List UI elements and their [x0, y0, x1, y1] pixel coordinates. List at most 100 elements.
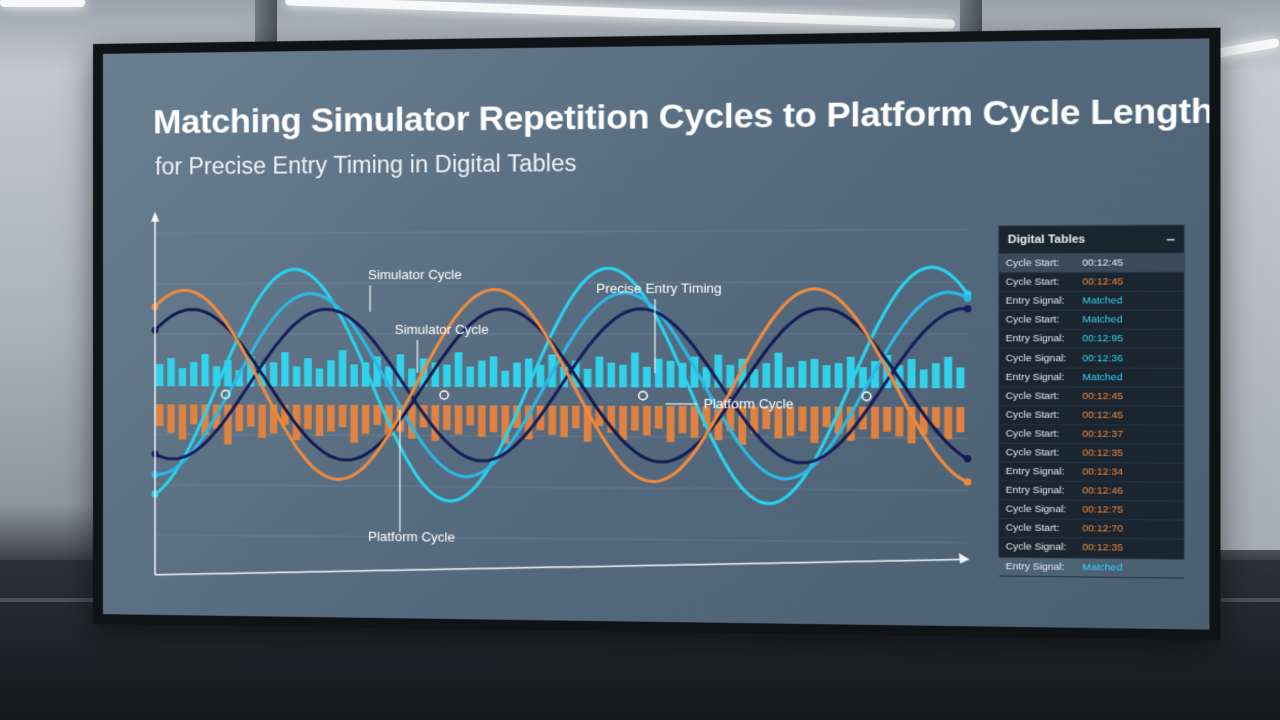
row-value: Matched [1082, 561, 1122, 573]
platform-bar [871, 407, 879, 439]
simulator-bar [920, 369, 928, 388]
platform-bar [883, 407, 891, 432]
simulator-bar [443, 365, 451, 387]
table-row[interactable]: Entry Signal: Matched [999, 557, 1184, 578]
x-axis [155, 551, 968, 585]
row-label: Cycle Start: [1006, 409, 1078, 421]
platform-bar [490, 405, 498, 432]
annotation-label: Simulator Cycle [368, 267, 462, 283]
table-row[interactable]: Cycle Signal: 00:12:35 [999, 538, 1184, 559]
table-row[interactable]: Cycle Start: Matched [999, 311, 1184, 330]
row-label: Cycle Start: [1006, 390, 1078, 402]
simulator-bar [811, 359, 819, 388]
row-value: 00:12:95 [1082, 333, 1123, 345]
ceiling-light [0, 0, 85, 7]
table-row[interactable]: Cycle Start: 00:12:37 [999, 425, 1184, 445]
grid-line [155, 535, 968, 543]
row-label: Cycle Start: [1006, 428, 1078, 440]
table-row[interactable]: Entry Signal: 00:12:95 [999, 330, 1184, 349]
row-value: 00:12:35 [1082, 542, 1123, 554]
simulator-bar [270, 362, 277, 386]
simulator-bar [607, 363, 615, 388]
platform-bar [679, 406, 687, 433]
simulator-bar [835, 363, 843, 388]
monitor-screen: Matching Simulator Repetition Cycles to … [103, 38, 1209, 629]
x-axis-arrow [959, 553, 970, 564]
simulator-bar [944, 357, 952, 388]
platform-bar [811, 407, 819, 444]
simulator-bar [655, 359, 663, 388]
row-value: 00:12:45 [1082, 276, 1123, 288]
collapse-icon[interactable]: – [1166, 231, 1175, 248]
row-label: Entry Signal: [1006, 485, 1078, 497]
row-label: Cycle Signal: [1006, 352, 1078, 364]
simulator-bar [350, 364, 358, 386]
simulator-bar [339, 350, 346, 386]
row-value: 00:12:36 [1082, 352, 1123, 364]
simulator-bar [327, 360, 334, 386]
row-value: 00:12:45 [1082, 257, 1123, 269]
monitor: Matching Simulator Repetition Cycles to … [93, 28, 1221, 641]
platform-bar [339, 405, 346, 427]
platform-bar [179, 404, 186, 439]
table-row[interactable]: Entry Signal: Matched [999, 292, 1184, 311]
simulator-bar [956, 367, 964, 388]
row-label: Entry Signal: [1006, 560, 1078, 572]
table-row[interactable]: Cycle Signal: 00:12:36 [999, 349, 1184, 368]
platform-bar [431, 405, 439, 441]
simulator-bar [490, 356, 498, 387]
simulator-bar [762, 363, 770, 388]
platform-bar [823, 407, 831, 428]
row-value: 00:12:46 [1082, 485, 1123, 497]
platform-bar [895, 407, 903, 437]
platform-bar [373, 405, 381, 425]
table-row[interactable]: Cycle Start: 00:12:45 [999, 406, 1184, 426]
row-label: Cycle Start: [1006, 523, 1078, 535]
panel-title: Digital Tables [1008, 233, 1085, 246]
platform-bar [631, 406, 639, 431]
simulator-bar [156, 364, 163, 386]
table-row[interactable]: Entry Signal: 00:12:46 [999, 482, 1184, 502]
table-row[interactable]: Cycle Start: 00:12:70 [999, 519, 1184, 540]
row-label: Cycle Signal: [1006, 541, 1078, 553]
simulator-bar [466, 367, 474, 387]
row-label: Cycle Start: [1006, 276, 1078, 288]
row-label: Entry Signal: [1006, 295, 1078, 307]
platform-bar [572, 406, 580, 429]
row-label: Cycle Signal: [1006, 504, 1078, 516]
series-endpoint [964, 295, 972, 302]
platform-bar [167, 404, 174, 433]
cycle-crossing-marker [440, 391, 448, 399]
platform-bar [455, 405, 463, 434]
platform-bar [258, 405, 265, 438]
simulator-bar [798, 361, 806, 388]
row-value: 00:12:45 [1082, 409, 1123, 421]
table-row[interactable]: Cycle Start: 00:12:45 [999, 387, 1184, 407]
simulator-bar [293, 366, 300, 386]
annotation-label: Simulator Cycle [395, 322, 489, 337]
simulator-bar [786, 367, 794, 388]
platform-bar [327, 405, 334, 432]
platform-bar [304, 405, 311, 429]
simulator-bar [478, 361, 486, 388]
platform-bar [560, 406, 568, 438]
table-row[interactable]: Entry Signal: Matched [999, 368, 1184, 387]
platform-bar [667, 406, 675, 442]
simulator-bar [501, 371, 509, 387]
annotation-label: Platform Cycle [368, 529, 455, 545]
table-row[interactable]: Cycle Start: 00:12:45 [999, 273, 1184, 292]
series-endpoint [964, 478, 972, 485]
table-row[interactable]: Cycle Start: 00:12:45 [999, 254, 1184, 274]
platform-bar [466, 405, 474, 425]
table-row[interactable]: Cycle Start: 00:12:35 [999, 444, 1184, 464]
platform-bar [619, 406, 627, 440]
table-row[interactable]: Entry Signal: 00:12:34 [999, 463, 1184, 483]
row-label: Cycle Start: [1006, 314, 1078, 326]
platform-bar [350, 405, 358, 443]
table-row[interactable]: Cycle Signal: 00:12:75 [999, 500, 1184, 521]
simulator-bar [281, 352, 288, 386]
row-label: Entry Signal: [1006, 371, 1078, 383]
row-label: Cycle Start: [1006, 257, 1078, 269]
row-value: 00:12:45 [1082, 390, 1123, 402]
digital-tables-panel: Digital Tables – Cycle Start: 00:12:45 Cyc… [998, 224, 1185, 559]
